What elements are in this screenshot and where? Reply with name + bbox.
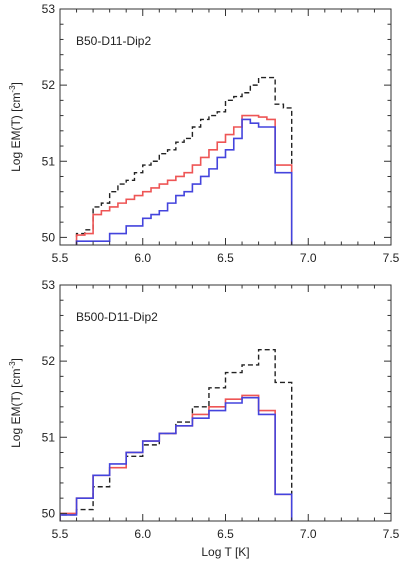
y-tick-label: 51: [42, 154, 56, 168]
y-tick-label: 53: [42, 278, 56, 292]
x-axis-label: Log T [K]: [201, 545, 249, 559]
x-tick-label: 6.0: [134, 527, 151, 541]
series-line-2: [60, 396, 293, 521]
series-line-1: [75, 114, 293, 245]
y-tick-label: 50: [42, 230, 56, 244]
panel-title: B500-D11-Dip2: [76, 310, 158, 324]
y-tick-label: 53: [42, 2, 56, 16]
y-tick-label: 51: [42, 430, 56, 444]
x-tick-label: 5.5: [52, 527, 69, 541]
x-tick-label: 7.5: [383, 251, 400, 265]
y-tick-label: 50: [42, 506, 56, 520]
y-tick-label: 52: [42, 354, 56, 368]
top-panel: 5.5 6.0 6.5 7.0 7.5 50 51 52 53 B50-D11-Dip2 Log E…: [8, 2, 400, 265]
y-tick-label: 52: [42, 78, 56, 92]
series-line-0: [75, 76, 293, 245]
x-tick-label: 7.0: [300, 251, 317, 265]
x-tick-label: 6.5: [217, 527, 234, 541]
series-line-0: [60, 349, 293, 521]
x-tick-label: 5.5: [52, 251, 69, 265]
x-tick-label: 6.5: [217, 251, 234, 265]
x-tick-label: 7.0: [300, 527, 317, 541]
x-tick-label: 6.0: [134, 251, 151, 265]
panel-title: B50-D11-Dip2: [76, 34, 151, 48]
y-axis-label: Log EM(T) [cm-3]: [8, 358, 23, 448]
bottom-panel: 5.5 6.0 6.5 7.0 7.5 50 51 52 53 B500-D11-Dip2 Log …: [8, 278, 400, 559]
series-line-2: [75, 118, 293, 245]
x-tick-label: 7.5: [383, 527, 400, 541]
series-line-1: [60, 394, 293, 521]
y-axis-label: Log EM(T) [cm-3]: [8, 82, 23, 172]
